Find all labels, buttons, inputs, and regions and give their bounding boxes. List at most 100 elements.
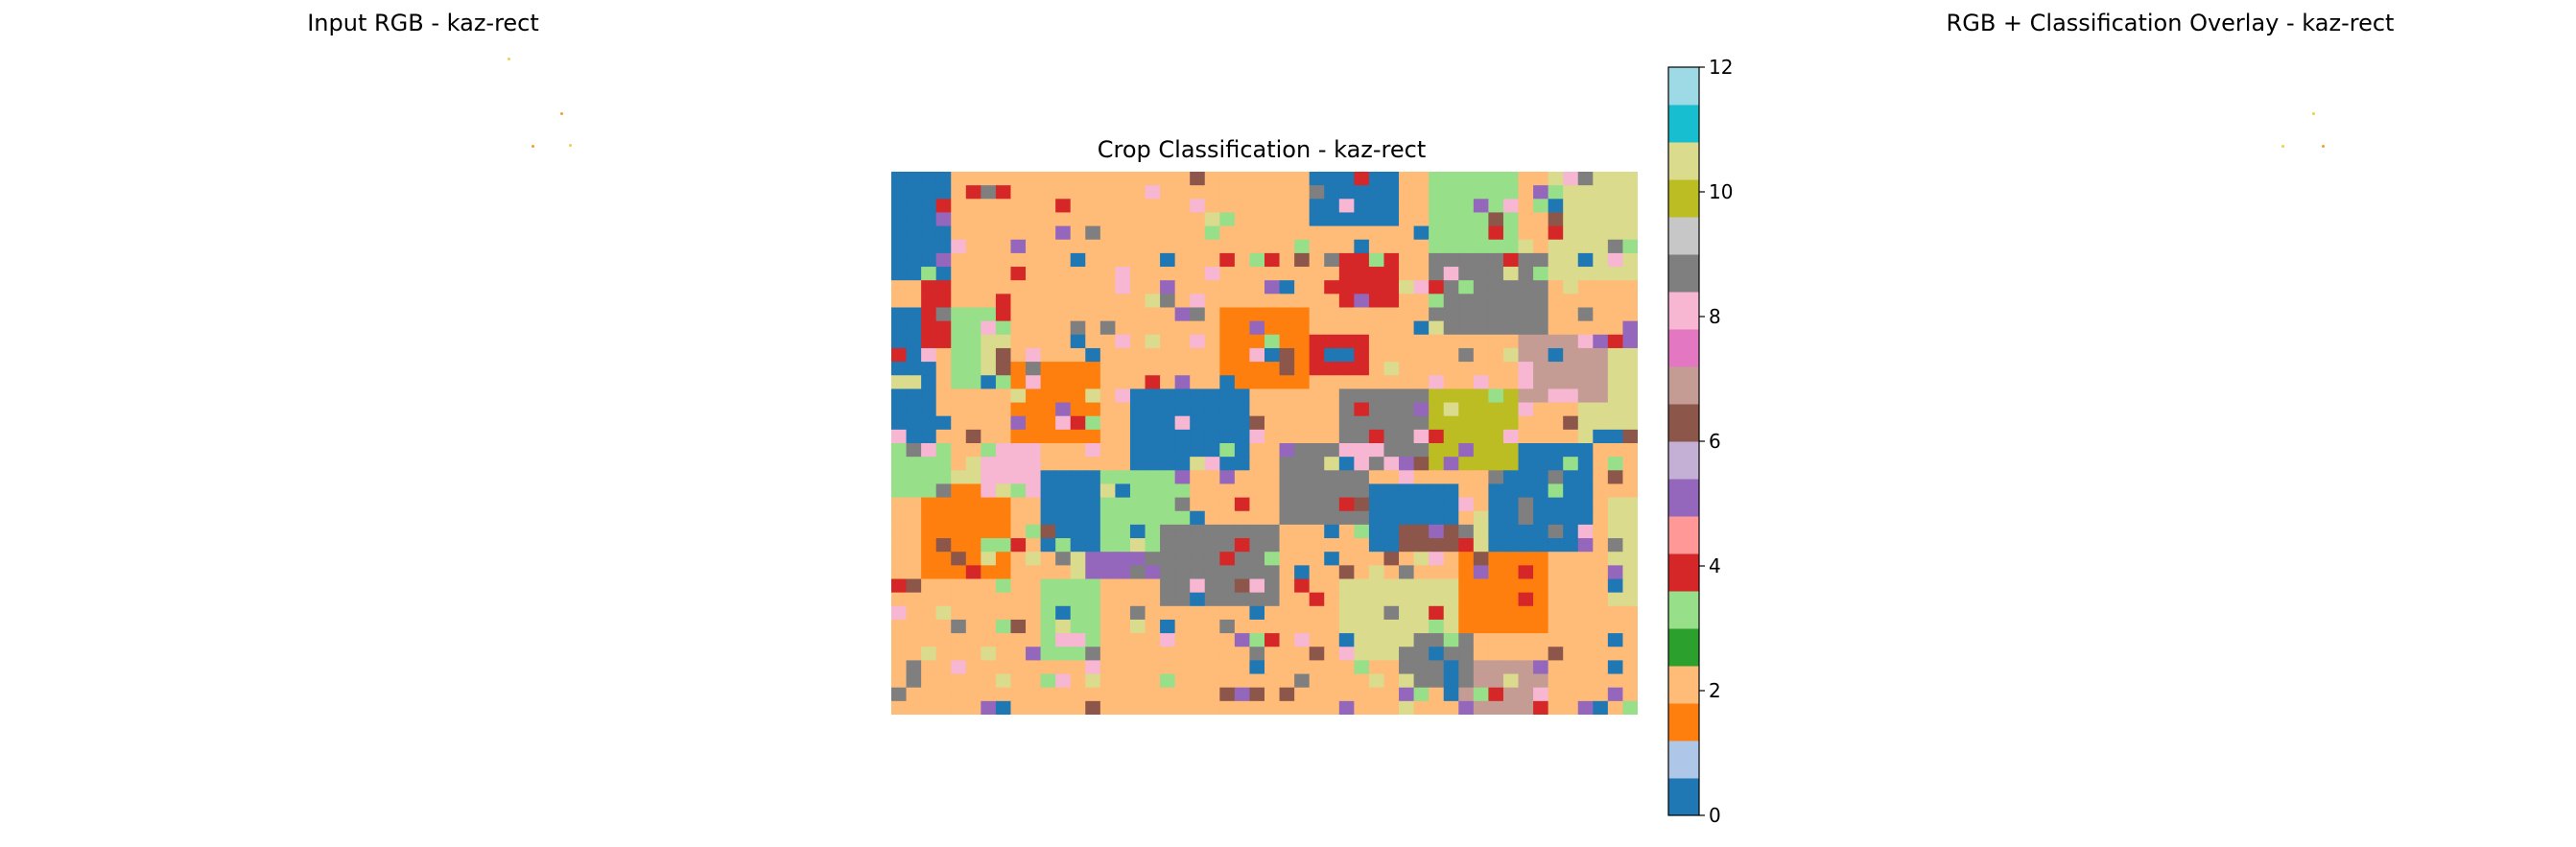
class-pixel bbox=[1219, 199, 1236, 214]
class-pixel bbox=[1324, 700, 1340, 715]
class-pixel bbox=[951, 199, 967, 214]
class-pixel bbox=[1190, 239, 1206, 254]
class-pixel bbox=[1399, 415, 1415, 431]
class-pixel bbox=[1383, 294, 1400, 309]
class-pixel bbox=[1160, 510, 1176, 526]
class-pixel bbox=[921, 470, 937, 485]
class-pixel bbox=[1458, 252, 1475, 268]
class-pixel bbox=[1234, 510, 1251, 526]
class-pixel bbox=[1294, 524, 1311, 539]
class-pixel bbox=[891, 687, 908, 702]
class-pixel bbox=[1413, 267, 1430, 281]
class-pixel bbox=[1368, 673, 1385, 689]
class-pixel bbox=[981, 538, 997, 553]
class-pixel bbox=[935, 660, 952, 675]
class-pixel bbox=[1622, 280, 1638, 294]
class-pixel bbox=[1502, 592, 1520, 607]
class-pixel bbox=[1026, 294, 1042, 309]
class-pixel bbox=[1099, 660, 1116, 675]
class-pixel bbox=[1577, 592, 1594, 607]
class-pixel bbox=[1354, 470, 1370, 485]
class-pixel bbox=[1473, 347, 1489, 363]
class-pixel bbox=[1622, 252, 1638, 268]
class-pixel bbox=[1324, 429, 1340, 444]
class-pixel bbox=[891, 497, 908, 512]
class-pixel bbox=[1473, 647, 1489, 661]
class-pixel bbox=[1070, 687, 1086, 702]
class-pixel bbox=[1399, 457, 1415, 471]
class-pixel bbox=[1324, 239, 1340, 254]
class-pixel bbox=[1354, 660, 1370, 675]
class-pixel bbox=[1115, 199, 1131, 214]
class-pixel bbox=[891, 457, 908, 471]
class-pixel bbox=[1473, 307, 1489, 322]
class-pixel bbox=[1577, 647, 1594, 661]
class-pixel bbox=[1338, 524, 1355, 539]
class-pixel bbox=[1533, 172, 1549, 186]
class-pixel bbox=[1294, 185, 1311, 200]
class-pixel bbox=[1502, 402, 1520, 417]
class-pixel bbox=[1622, 443, 1638, 458]
class-pixel bbox=[1458, 443, 1475, 458]
class-pixel bbox=[1338, 429, 1355, 444]
class-pixel bbox=[1309, 619, 1325, 634]
class-pixel bbox=[1040, 700, 1056, 715]
class-pixel bbox=[1204, 510, 1220, 526]
class-pixel bbox=[1399, 199, 1415, 214]
class-pixel bbox=[1249, 402, 1265, 417]
class-pixel bbox=[1502, 415, 1520, 431]
class-pixel bbox=[1593, 347, 1609, 363]
class-pixel bbox=[1368, 687, 1385, 702]
class-pixel bbox=[1622, 362, 1638, 376]
class-pixel bbox=[1443, 510, 1459, 526]
class-pixel bbox=[981, 362, 997, 376]
class-pixel bbox=[1145, 565, 1161, 580]
class-pixel bbox=[921, 362, 937, 376]
class-pixel bbox=[1174, 619, 1191, 634]
class-pixel bbox=[1502, 307, 1520, 322]
colorbar-tick-label: 4 bbox=[1709, 554, 1721, 577]
class-pixel bbox=[1429, 267, 1445, 281]
class-pixel bbox=[1622, 267, 1638, 281]
class-pixel bbox=[1399, 225, 1415, 241]
class-pixel bbox=[1368, 552, 1385, 566]
class-pixel bbox=[1099, 443, 1116, 458]
class-pixel bbox=[935, 457, 952, 471]
class-pixel bbox=[921, 483, 937, 499]
class-pixel bbox=[1533, 510, 1549, 526]
class-pixel bbox=[1473, 457, 1489, 471]
class-pixel bbox=[1309, 307, 1325, 322]
class-pixel bbox=[1622, 552, 1638, 566]
class-pixel bbox=[935, 212, 952, 227]
class-pixel bbox=[1279, 307, 1295, 322]
class-pixel bbox=[1264, 443, 1281, 458]
class-pixel bbox=[1309, 225, 1325, 241]
class-pixel bbox=[1174, 415, 1191, 431]
class-pixel bbox=[1443, 415, 1459, 431]
class-pixel bbox=[1533, 334, 1549, 349]
class-pixel bbox=[1190, 320, 1206, 336]
class-pixel bbox=[1129, 510, 1146, 526]
class-pixel bbox=[965, 185, 981, 200]
class-pixel bbox=[1129, 347, 1146, 363]
class-pixel bbox=[1383, 185, 1400, 200]
class-pixel bbox=[1070, 538, 1086, 553]
class-pixel bbox=[1055, 225, 1072, 241]
class-pixel bbox=[1129, 307, 1146, 322]
class-pixel bbox=[951, 267, 967, 281]
class-pixel bbox=[1174, 429, 1191, 444]
class-pixel bbox=[1354, 457, 1370, 471]
class-pixel bbox=[1279, 592, 1295, 607]
class-pixel bbox=[1219, 524, 1236, 539]
class-pixel bbox=[1622, 565, 1638, 580]
class-pixel bbox=[1264, 647, 1281, 661]
class-pixel bbox=[1279, 375, 1295, 389]
class-pixel bbox=[891, 320, 908, 336]
class-pixel bbox=[1309, 538, 1325, 553]
class-pixel bbox=[1264, 252, 1281, 268]
class-pixel bbox=[1279, 483, 1295, 499]
class-pixel bbox=[1368, 660, 1385, 675]
class-pixel bbox=[1174, 402, 1191, 417]
class-pixel bbox=[1577, 172, 1594, 186]
class-pixel bbox=[1429, 510, 1445, 526]
